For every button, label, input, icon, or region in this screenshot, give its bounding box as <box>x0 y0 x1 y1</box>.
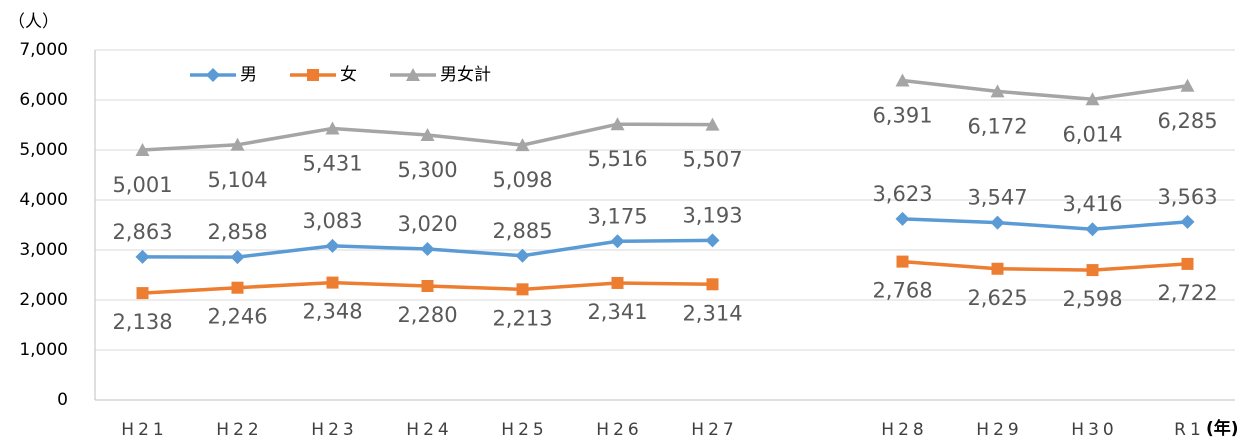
data-label: 2,722 <box>1157 281 1217 305</box>
data-label: 2,885 <box>492 219 552 243</box>
x-tick-label: R1 <box>1174 420 1205 440</box>
marker <box>420 128 435 141</box>
data-label: 2,280 <box>397 303 457 327</box>
data-label: 3,020 <box>397 212 457 236</box>
data-label: 3,416 <box>1062 192 1122 216</box>
data-label: 2,863 <box>112 220 172 244</box>
data-label: 5,516 <box>587 147 647 171</box>
y-tick-label: 7,000 <box>19 40 68 60</box>
data-label: 5,098 <box>492 168 552 192</box>
y-unit: （人） <box>8 12 59 32</box>
data-label: 3,083 <box>302 209 362 233</box>
marker <box>307 69 319 81</box>
legend-label: 女 <box>340 65 357 85</box>
data-label: 6,285 <box>1157 109 1217 133</box>
data-label: 3,623 <box>872 182 932 206</box>
x-unit: (年) <box>1206 418 1239 439</box>
data-label: 6,391 <box>872 103 932 127</box>
y-tick-label: 5,000 <box>19 140 68 160</box>
data-label: 3,193 <box>682 203 742 227</box>
marker <box>610 117 625 131</box>
data-label: 2,341 <box>587 300 647 324</box>
marker <box>206 68 220 82</box>
marker <box>135 142 150 156</box>
marker <box>230 137 245 151</box>
x-tick-label: H28 <box>881 420 927 440</box>
marker <box>326 276 339 289</box>
marker <box>1086 264 1099 277</box>
x-tick-label: H24 <box>406 420 452 440</box>
marker <box>136 287 149 300</box>
marker <box>1180 78 1195 92</box>
y-tick-label: 6,000 <box>19 90 68 110</box>
data-label: 6,172 <box>967 114 1027 138</box>
marker <box>230 250 245 265</box>
y-tick-label: 0 <box>57 390 68 410</box>
marker <box>325 121 340 135</box>
marker <box>705 117 720 131</box>
marker <box>135 249 150 264</box>
data-label: 5,001 <box>112 173 172 197</box>
marker <box>516 283 529 296</box>
marker <box>706 278 719 291</box>
y-tick-label: 2,000 <box>19 290 68 310</box>
series-line <box>902 78 1188 102</box>
marker <box>231 281 244 294</box>
legend-label: 男女計 <box>440 65 491 85</box>
x-tick-label: H22 <box>216 420 262 440</box>
marker <box>1085 222 1100 237</box>
marker <box>420 242 435 256</box>
marker <box>705 233 720 248</box>
series-line <box>902 217 1188 231</box>
marker <box>895 211 910 226</box>
data-label: 2,314 <box>682 301 742 325</box>
data-label: 2,246 <box>207 305 267 329</box>
data-label: 3,563 <box>1157 185 1217 209</box>
x-tick-label: H29 <box>976 420 1022 440</box>
marker <box>515 138 530 152</box>
marker <box>611 276 624 289</box>
marker <box>325 238 340 253</box>
legend-label: 男 <box>240 65 257 85</box>
data-label: 2,768 <box>872 279 932 303</box>
y-tick-label: 3,000 <box>19 240 68 260</box>
data-label: 5,431 <box>302 151 362 175</box>
marker <box>1181 257 1194 270</box>
data-label: 2,598 <box>1062 287 1122 311</box>
marker <box>991 262 1004 275</box>
marker <box>896 255 909 268</box>
data-label: 3,175 <box>587 204 647 228</box>
data-label: 5,104 <box>207 168 267 192</box>
marker <box>990 84 1005 98</box>
series-line <box>902 259 1188 272</box>
data-label: 5,300 <box>397 158 457 182</box>
marker <box>610 234 625 249</box>
marker <box>895 73 910 87</box>
data-label: 5,507 <box>682 148 742 172</box>
data-label: 2,213 <box>492 306 552 330</box>
marker <box>990 215 1005 230</box>
data-label: 2,348 <box>302 300 362 324</box>
x-tick-label: H23 <box>311 420 357 440</box>
y-tick-label: 4,000 <box>19 190 68 210</box>
data-label: 2,138 <box>112 310 172 334</box>
marker <box>515 248 530 263</box>
data-label: 2,625 <box>967 286 1027 310</box>
x-tick-label: H21 <box>121 420 167 440</box>
data-label: 2,858 <box>207 220 267 244</box>
y-tick-label: 1,000 <box>19 340 68 360</box>
x-tick-label: H26 <box>596 420 642 440</box>
x-tick-label: H25 <box>501 420 547 440</box>
marker <box>1180 214 1195 229</box>
marker <box>1085 92 1100 106</box>
marker <box>406 68 420 81</box>
marker <box>421 280 434 292</box>
data-label: 3,547 <box>967 186 1027 210</box>
x-tick-label: H27 <box>691 420 737 440</box>
data-label: 6,014 <box>1062 122 1122 146</box>
x-tick-label: H30 <box>1071 420 1117 440</box>
